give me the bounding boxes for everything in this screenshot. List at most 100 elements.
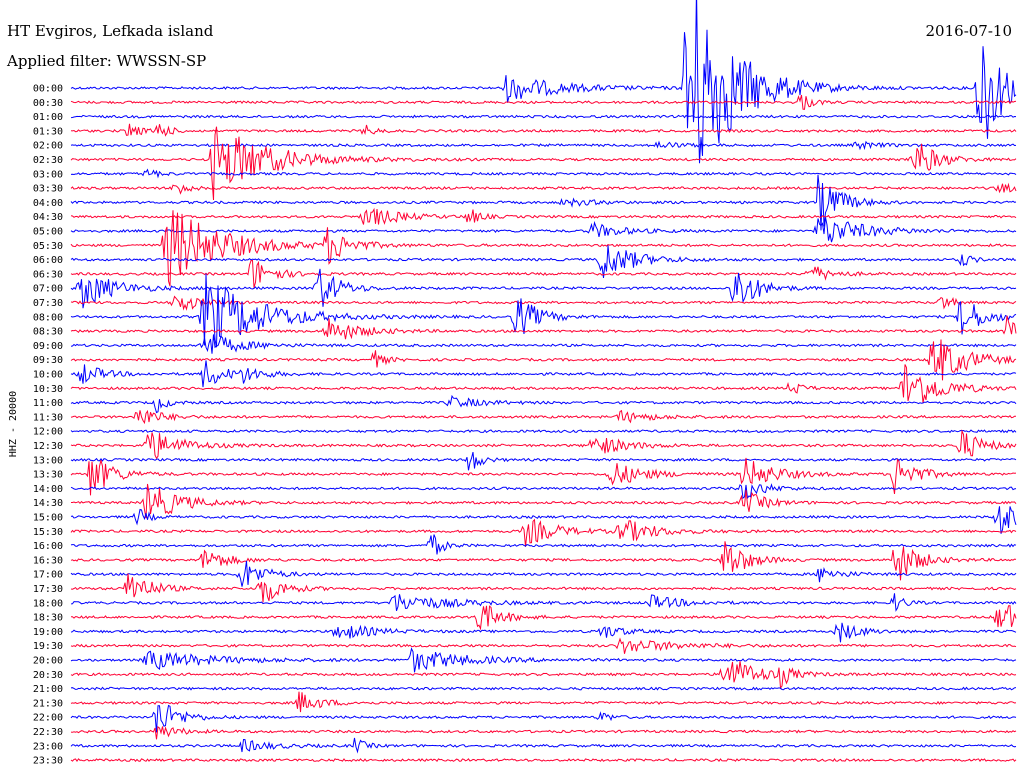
time-tick-label: 17:00 xyxy=(33,570,63,581)
time-tick-label: 00:30 xyxy=(33,98,63,109)
trace-line xyxy=(71,605,1017,631)
time-tick-label: 09:30 xyxy=(33,355,63,366)
trace-line xyxy=(70,114,1017,119)
time-tick-label: 21:30 xyxy=(33,698,63,709)
time-tick-label: 01:00 xyxy=(33,112,63,123)
trace-line xyxy=(70,217,1017,243)
trace-line xyxy=(70,506,1017,534)
time-tick-label: 04:30 xyxy=(33,212,63,223)
trace-group xyxy=(70,0,1017,763)
filter-label: Applied filter: WWSSN-SP xyxy=(6,52,206,70)
time-tick-label: 16:30 xyxy=(33,555,63,566)
time-tick-label: 14:00 xyxy=(33,484,63,495)
time-tick-label: 19:00 xyxy=(33,627,63,638)
time-tick-label: 21:00 xyxy=(33,684,63,695)
time-tick-label: 12:30 xyxy=(33,441,63,452)
trace-line xyxy=(70,123,1017,137)
trace-line xyxy=(70,725,1017,740)
trace-line xyxy=(70,637,1017,654)
trace-line xyxy=(70,94,1017,110)
trace-line xyxy=(70,168,1017,179)
time-tick-label: 13:00 xyxy=(33,455,63,466)
trace-line xyxy=(70,457,1017,496)
time-tick-label: 05:30 xyxy=(33,241,63,252)
trace-line xyxy=(70,259,1017,288)
time-tick-label: 01:30 xyxy=(33,126,63,137)
time-tick-label: 04:00 xyxy=(33,198,63,209)
trace-line xyxy=(70,704,1017,733)
time-tick-label: 23:00 xyxy=(33,741,63,752)
trace-line xyxy=(70,691,1017,713)
time-tick-label: 08:30 xyxy=(33,327,63,338)
time-tick-label: 18:30 xyxy=(33,613,63,624)
trace-line xyxy=(70,268,1017,309)
date-label: 2016-07-10 xyxy=(926,22,1012,40)
trace-line xyxy=(71,483,1017,519)
time-tick-label: 13:30 xyxy=(33,470,63,481)
trace-line xyxy=(70,593,1017,612)
time-tick-label: 11:30 xyxy=(33,412,63,423)
trace-line xyxy=(70,541,1017,581)
trace-line xyxy=(70,207,1017,225)
trace-line xyxy=(70,394,1017,414)
trace-line xyxy=(70,360,1017,388)
time-tick-label: 23:30 xyxy=(33,756,63,767)
trace-line xyxy=(70,647,1017,673)
trace-line xyxy=(70,334,1017,354)
time-axis: 00:00 00:30 01:00 01:30 02:00 02:30 03:00 03:30… xyxy=(33,84,63,767)
time-tick-label: 03:00 xyxy=(33,169,63,180)
time-tick-label: 12:00 xyxy=(33,427,63,438)
time-tick-label: 14:30 xyxy=(33,498,63,509)
time-tick-label: 19:30 xyxy=(33,641,63,652)
trace-line xyxy=(70,661,1017,690)
trace-line xyxy=(70,573,1017,603)
time-tick-label: 10:00 xyxy=(33,370,63,381)
trace-line xyxy=(70,339,1017,381)
time-tick-label: 20:30 xyxy=(33,670,63,681)
trace-line xyxy=(70,737,1017,754)
trace-line xyxy=(70,686,1017,691)
trace-line xyxy=(70,140,1017,151)
station-title: HT Evgiros, Lefkada island xyxy=(7,22,214,40)
trace-line xyxy=(70,451,1017,471)
trace-line xyxy=(70,758,1017,763)
trace-line xyxy=(70,315,1017,340)
time-tick-label: 17:30 xyxy=(33,584,63,595)
time-tick-label: 22:30 xyxy=(33,727,63,738)
trace-line xyxy=(70,273,1017,348)
time-tick-label: 03:30 xyxy=(33,184,63,195)
time-tick-label: 05:00 xyxy=(33,227,63,238)
time-tick-label: 11:00 xyxy=(33,398,63,409)
trace-line xyxy=(70,518,1017,547)
trace-line xyxy=(70,429,1017,460)
trace-line xyxy=(70,245,1017,279)
trace-line xyxy=(70,0,1017,164)
time-tick-label: 15:30 xyxy=(33,527,63,538)
trace-line xyxy=(70,210,1017,287)
time-tick-label: 07:00 xyxy=(33,284,63,295)
time-tick-label: 02:30 xyxy=(33,155,63,166)
trace-line xyxy=(70,295,1017,311)
time-tick-label: 06:00 xyxy=(33,255,63,266)
time-tick-label: 00:00 xyxy=(33,84,63,95)
time-tick-label: 07:30 xyxy=(33,298,63,309)
time-tick-label: 08:00 xyxy=(33,312,63,323)
trace-line xyxy=(70,126,1017,201)
trace-line xyxy=(70,182,1017,195)
trace-line xyxy=(70,429,1017,434)
trace-line xyxy=(70,364,1017,404)
trace-line xyxy=(70,174,1017,231)
time-tick-label: 10:30 xyxy=(33,384,63,395)
time-tick-label: 16:00 xyxy=(33,541,63,552)
time-tick-label: 18:00 xyxy=(33,598,63,609)
time-tick-label: 22:00 xyxy=(33,713,63,724)
channel-label: HHZ - 20000 xyxy=(8,391,19,457)
trace-line xyxy=(70,560,1017,587)
time-tick-label: 02:00 xyxy=(33,141,63,152)
trace-line xyxy=(70,534,1017,555)
time-tick-label: 06:30 xyxy=(33,269,63,280)
time-tick-label: 20:00 xyxy=(33,656,63,667)
trace-line xyxy=(70,622,1017,643)
time-tick-label: 15:00 xyxy=(33,513,63,524)
